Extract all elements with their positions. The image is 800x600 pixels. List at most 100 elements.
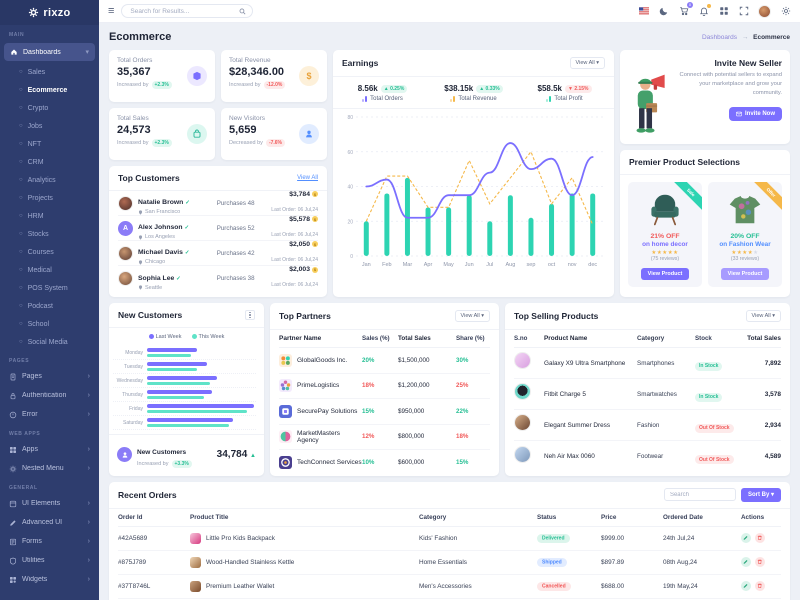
delete-button[interactable] [755, 581, 765, 591]
view-all-button[interactable]: View All ▾ [454, 310, 490, 322]
sort-by-button[interactable]: Sort By ▾ [740, 487, 781, 502]
invite-now-button[interactable]: Invite Now [728, 106, 782, 121]
sidebar-item-stocks[interactable]: ○ Stocks [19, 230, 49, 238]
sidebar-item-school[interactable]: ○ School [19, 320, 50, 328]
sidebar-item-error[interactable]: Error › [0, 405, 99, 424]
card-title: Top Partners [279, 311, 331, 321]
card-title: Premier Product Selections [629, 157, 741, 167]
breadcrumb-parent[interactable]: Dashboards [701, 33, 738, 41]
sidebar-item-ecommerce[interactable]: ○ Ecommerce [19, 86, 68, 94]
notifications-bell-icon[interactable] [698, 3, 711, 17]
more-options-icon[interactable] [245, 310, 255, 320]
table-row[interactable]: Galaxy X9 Ultra Smartphone Smartphones I… [514, 348, 781, 379]
sidebar-item-advanced-ui[interactable]: Advanced UI › [0, 513, 99, 532]
language-flag-icon[interactable] [638, 6, 649, 17]
sidebar-item-nested-menu[interactable]: Nested Menu › [0, 459, 99, 478]
sidebar-item-projects[interactable]: ○ Projects [19, 194, 53, 202]
user-avatar[interactable] [758, 4, 771, 18]
svg-text:Feb: Feb [382, 262, 391, 268]
view-all-link[interactable]: View All [297, 175, 318, 181]
delete-button[interactable] [755, 557, 765, 567]
sidebar-section-general: GENERAL [9, 485, 38, 491]
search-input[interactable] [128, 6, 236, 16]
sidebar-section-main: MAIN [9, 32, 25, 38]
sidebar-item-podcast[interactable]: ○ Podcast [19, 302, 53, 310]
customer-row[interactable]: Sophia Lee ✓ Seattle Purchases 38 $2,003… [118, 266, 318, 291]
table-row[interactable]: Neh Air Max 0060 Footwear Out Of Stock 4… [514, 441, 781, 472]
sidebar-item-forms[interactable]: Forms › [0, 532, 99, 551]
sidebar-item-hrm[interactable]: ○ HRM [19, 212, 44, 220]
sidebar-item-crm[interactable]: ○ CRM [19, 158, 44, 166]
table-row[interactable]: GlobalGoods Inc. 20% $1,500,000 30% [279, 348, 490, 374]
table-row[interactable]: PrimeLogistics 18% $1,200,000 25% [279, 374, 490, 399]
menu-toggle-icon[interactable]: ≡ [108, 4, 115, 17]
table-row[interactable]: #37T8746L Premium Leather Wallet Men's A… [118, 575, 781, 599]
table-row[interactable]: TechConnect Services 10% $600,000 15% [279, 450, 490, 476]
global-search[interactable] [121, 4, 254, 18]
table-header: Partner Name Sales (%) Total Sales Share… [279, 330, 490, 348]
change-badge: +3.3% [171, 460, 192, 468]
table-row[interactable]: MarketMasters Agency 12% $800,000 18% [279, 425, 490, 450]
sidebar-item-utilities[interactable]: Utilities › [0, 551, 99, 570]
stat-card-total-revenue: Total Revenue $28,346.00 Increased by -12… [221, 50, 327, 102]
view-all-button[interactable]: View All ▾ [569, 57, 605, 69]
sidebar-item-apps[interactable]: Apps › [0, 440, 99, 459]
lock-icon [9, 392, 17, 400]
sidebar-item-medical[interactable]: ○ Medical [19, 266, 52, 274]
sidebar-item-analytics[interactable]: ○ Analytics [19, 176, 56, 184]
coin-icon: $ [312, 216, 318, 222]
logo[interactable]: rixzo [0, 0, 99, 25]
cart-icon[interactable]: 0 [678, 1, 693, 17]
coin-icon: $ [312, 241, 318, 247]
sidebar-item-widgets[interactable]: Widgets › [0, 570, 99, 589]
table-row[interactable]: SecurePay Solutions 15% $950,000 22% [279, 399, 490, 425]
delete-button[interactable] [755, 533, 765, 543]
sidebar-item-nft[interactable]: ○ NFT [19, 140, 42, 148]
cube-icon [187, 66, 207, 86]
nc-chart-row: Saturday [113, 416, 256, 430]
customer-row[interactable]: A Alex Johnson ✓ Los Angeles Purchases 5… [118, 216, 318, 241]
edit-button[interactable] [741, 557, 751, 567]
seller-illustration [626, 71, 668, 142]
sidebar-item-social-media[interactable]: ○ Social Media [19, 338, 68, 346]
change-badge: ▼ 2.15% [564, 84, 592, 93]
customer-row[interactable]: Natalie Brown ✓ San Francisco Purchases … [118, 191, 318, 216]
location-pin-icon [138, 285, 143, 290]
settings-gear-icon[interactable] [780, 6, 791, 17]
pencil-icon [743, 536, 748, 541]
trash-icon [758, 583, 762, 589]
apps-grid-icon[interactable] [718, 6, 729, 17]
sidebar-item-authentication[interactable]: Authentication › [0, 386, 99, 405]
edit-button[interactable] [741, 581, 751, 591]
change-badge: ▲ 0.33% [476, 84, 503, 93]
view-product-button[interactable]: View Product [640, 268, 690, 280]
search-icon[interactable] [239, 8, 246, 15]
product-thumbnail [190, 580, 201, 592]
edit-button[interactable] [741, 533, 751, 543]
chevron-right-icon: › [87, 519, 90, 526]
orders-search-input[interactable] [663, 488, 736, 501]
table-row[interactable]: Fitbit Charge 5 Smartwatches In Stock 3,… [514, 379, 781, 410]
sidebar-item-pages[interactable]: Pages › [0, 367, 99, 386]
fullscreen-icon[interactable] [738, 6, 749, 17]
customer-row[interactable]: Michael Davis ✓ Chicago Purchases 42 $2,… [118, 241, 318, 266]
table-row[interactable]: Elegant Summer Dress Fashion Out Of Stoc… [514, 410, 781, 441]
sidebar-item-pos-system[interactable]: ○ POS System [19, 284, 68, 292]
sidebar-item-courses[interactable]: ○ Courses [19, 248, 54, 256]
sidebar-item-dashboards[interactable]: Dashboards ▾ [4, 43, 95, 61]
breadcrumb-arrow-icon: → [741, 33, 749, 41]
armchair-image [632, 190, 698, 230]
notification-dot [707, 3, 711, 8]
product-thumbnail [514, 352, 531, 369]
new-customers-card: New Customers Last Week This Week Monday… [109, 303, 264, 476]
sidebar-item-ui-elements[interactable]: UI Elements › [0, 494, 99, 513]
view-all-button[interactable]: View All ▾ [745, 310, 781, 322]
sidebar-item-crypto[interactable]: ○ Crypto [19, 104, 49, 112]
sidebar-item-jobs[interactable]: ○ Jobs [19, 122, 43, 130]
table-row[interactable]: #42A5689 Little Pro Kids Backpack Kids' … [118, 527, 781, 551]
view-product-button[interactable]: View Product [720, 268, 770, 280]
svg-text:40: 40 [347, 185, 353, 191]
dark-mode-icon[interactable] [658, 6, 669, 17]
sidebar-item-sales[interactable]: ○ Sales [19, 68, 46, 76]
table-row[interactable]: #875J789 Wood-Handled Stainless Kettle H… [118, 551, 781, 575]
